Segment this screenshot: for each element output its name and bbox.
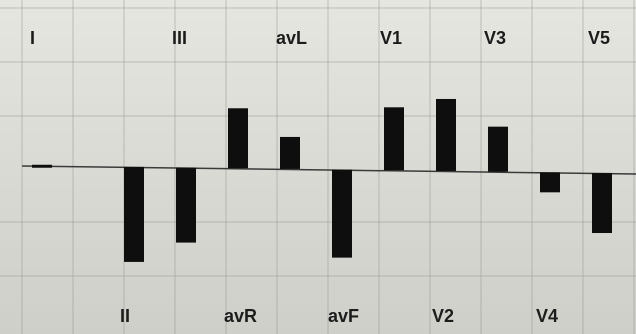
- bar-avf: [332, 169, 352, 258]
- bar-v4: [540, 172, 560, 193]
- bar-v5: [592, 173, 612, 234]
- bar-v2: [436, 98, 456, 171]
- lead-label-v2: V2: [432, 306, 454, 326]
- bar-v3: [488, 126, 508, 172]
- lead-label-i: I: [30, 28, 35, 48]
- lead-labels: IIIIIIavRavLavFV1V2V3V4V5V6: [30, 28, 610, 326]
- lead-label-v3: V3: [484, 28, 506, 48]
- bar-v1: [384, 107, 404, 171]
- lead-label-v1: V1: [380, 28, 402, 48]
- bar-ii: [124, 166, 144, 262]
- lead-label-avr: avR: [224, 306, 257, 326]
- lead-label-iii: III: [172, 28, 187, 48]
- lead-label-v5: V5: [588, 28, 610, 48]
- lead-label-v4: V4: [536, 306, 558, 326]
- lead-label-ii: II: [120, 306, 130, 326]
- bar-avr: [228, 108, 248, 169]
- bars: [32, 98, 612, 262]
- bar-avl: [280, 136, 300, 169]
- lead-label-avl: avL: [276, 28, 307, 48]
- lead-label-avf: avF: [328, 306, 359, 326]
- bar-iii: [176, 167, 196, 243]
